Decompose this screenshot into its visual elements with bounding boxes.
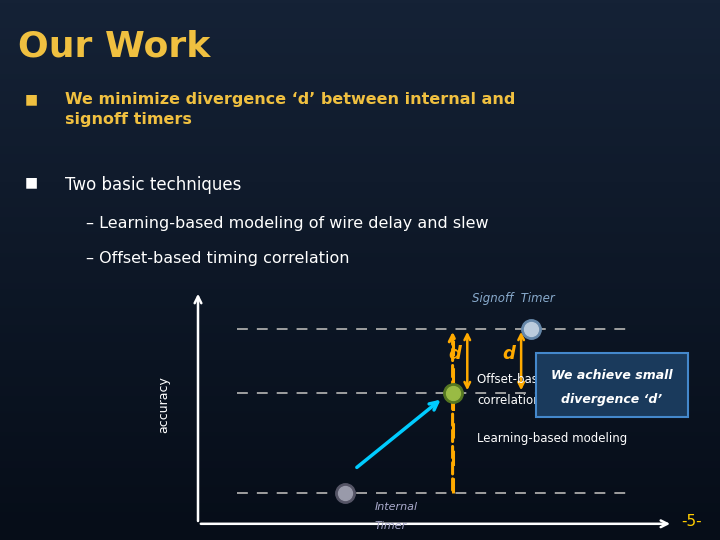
Text: Our Work: Our Work <box>18 30 210 64</box>
Text: ■: ■ <box>25 92 38 106</box>
Text: – Offset-based timing correlation: – Offset-based timing correlation <box>86 251 350 266</box>
Text: Internal: Internal <box>374 502 418 512</box>
Text: Signoff  Timer: Signoff Timer <box>472 292 555 305</box>
Text: ■: ■ <box>25 176 38 190</box>
Text: Two basic techniques: Two basic techniques <box>65 176 241 193</box>
Text: correlation: correlation <box>477 394 541 407</box>
Text: d: d <box>503 345 516 363</box>
Text: accuracy: accuracy <box>157 376 170 434</box>
Text: We achieve small: We achieve small <box>551 369 672 382</box>
Text: We minimize divergence ‘d’ between internal and
signoff timers: We minimize divergence ‘d’ between inter… <box>65 92 516 126</box>
Text: d: d <box>449 345 462 363</box>
FancyBboxPatch shape <box>536 353 688 417</box>
Text: -5-: -5- <box>681 514 702 529</box>
Text: divergence ‘d’: divergence ‘d’ <box>561 393 662 406</box>
Text: Timer: Timer <box>374 522 407 531</box>
Text: Learning-based modeling: Learning-based modeling <box>477 432 627 445</box>
Text: – Learning-based modeling of wire delay and slew: – Learning-based modeling of wire delay … <box>86 216 489 231</box>
Text: Offset-based timing: Offset-based timing <box>477 373 595 386</box>
